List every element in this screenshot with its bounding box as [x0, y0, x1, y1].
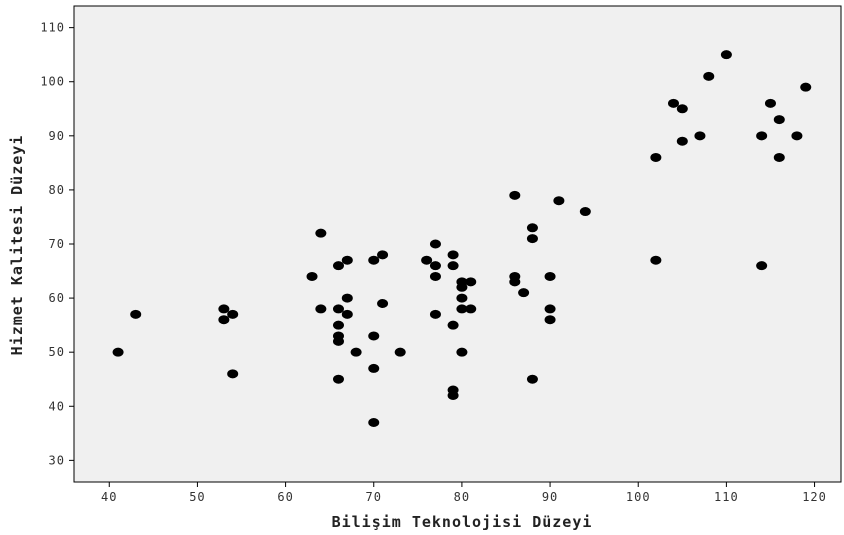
data-point	[456, 282, 468, 292]
data-point	[650, 152, 662, 162]
data-point	[429, 309, 441, 319]
data-point	[341, 293, 353, 303]
data-point	[544, 315, 556, 325]
data-point	[465, 277, 477, 287]
data-point	[447, 390, 459, 400]
data-point	[720, 50, 732, 60]
data-point	[553, 196, 565, 206]
data-point	[130, 309, 142, 319]
data-point	[800, 82, 812, 92]
x-tick-label: 80	[454, 490, 470, 504]
data-point	[456, 293, 468, 303]
y-tick-label: 100	[40, 75, 65, 89]
data-point	[315, 228, 327, 238]
axes	[69, 5, 842, 487]
data-point	[377, 250, 389, 260]
x-tick-label: 50	[189, 490, 205, 504]
data-point	[526, 234, 538, 244]
data-point	[676, 136, 688, 146]
data-point	[368, 255, 380, 265]
data-point	[773, 115, 785, 125]
data-point	[526, 223, 538, 233]
x-tick-label: 40	[101, 490, 117, 504]
data-point	[394, 347, 406, 357]
data-point	[218, 304, 230, 314]
y-tick-label: 50	[49, 345, 65, 359]
data-point	[429, 261, 441, 271]
data-point	[447, 261, 459, 271]
data-point	[676, 104, 688, 114]
data-point	[447, 250, 459, 260]
data-point	[306, 271, 318, 281]
y-tick-label: 80	[49, 183, 65, 197]
data-point	[368, 363, 380, 373]
data-point	[518, 288, 530, 298]
data-point	[332, 336, 344, 346]
data-point	[791, 131, 803, 141]
data-point	[332, 304, 344, 314]
data-point	[368, 418, 380, 427]
data-point	[650, 255, 662, 265]
data-point	[764, 98, 776, 108]
tick-labels: 40 50 60 70 80 90 100 110 120 30 40 50 60 70 80 90 100 11…	[40, 21, 827, 504]
data-point	[315, 304, 327, 314]
data-point	[429, 239, 441, 249]
data-point	[465, 304, 477, 314]
data-point	[544, 271, 556, 281]
data-point	[227, 369, 239, 379]
x-tick-label: 90	[542, 490, 558, 504]
data-point	[579, 207, 591, 217]
data-point	[667, 98, 679, 108]
data-point	[341, 255, 353, 265]
data-point	[509, 277, 521, 287]
data-point	[332, 320, 344, 330]
data-point	[227, 309, 239, 319]
data-point	[218, 315, 230, 325]
data-point	[703, 71, 715, 81]
data-point	[509, 190, 521, 200]
y-tick-label: 60	[49, 291, 65, 305]
data-point	[756, 131, 768, 141]
y-tick-label: 90	[49, 129, 65, 143]
data-point	[456, 304, 468, 314]
data-point	[456, 347, 468, 357]
x-tick-label: 60	[277, 490, 293, 504]
data-point	[421, 255, 433, 265]
data-point	[694, 131, 706, 141]
x-tick-label: 100	[626, 490, 651, 504]
data-point	[332, 261, 344, 271]
x-axis-title: Bilişim Teknolojisi Düzeyi	[332, 513, 593, 531]
data-point	[332, 374, 344, 384]
y-tick-label: 70	[49, 237, 65, 251]
data-point	[377, 299, 389, 308]
y-tick-label: 40	[49, 399, 65, 413]
data-point	[368, 331, 380, 341]
y-axis-title: Hizmet Kalitesi Düzeyi	[8, 135, 26, 356]
y-tick-label: 30	[49, 453, 65, 467]
plot-area	[74, 6, 841, 482]
x-tick-label: 120	[802, 490, 827, 504]
data-point	[350, 347, 362, 357]
data-point	[429, 271, 441, 281]
data-points	[112, 50, 812, 427]
data-point	[773, 152, 785, 162]
data-point	[756, 261, 768, 271]
data-point	[544, 304, 556, 314]
data-point	[112, 347, 124, 357]
data-point	[447, 320, 459, 330]
data-point	[526, 374, 538, 384]
y-tick-label: 110	[40, 21, 65, 35]
x-tick-label: 110	[714, 490, 739, 504]
data-point	[341, 309, 353, 319]
x-tick-label: 70	[366, 490, 382, 504]
